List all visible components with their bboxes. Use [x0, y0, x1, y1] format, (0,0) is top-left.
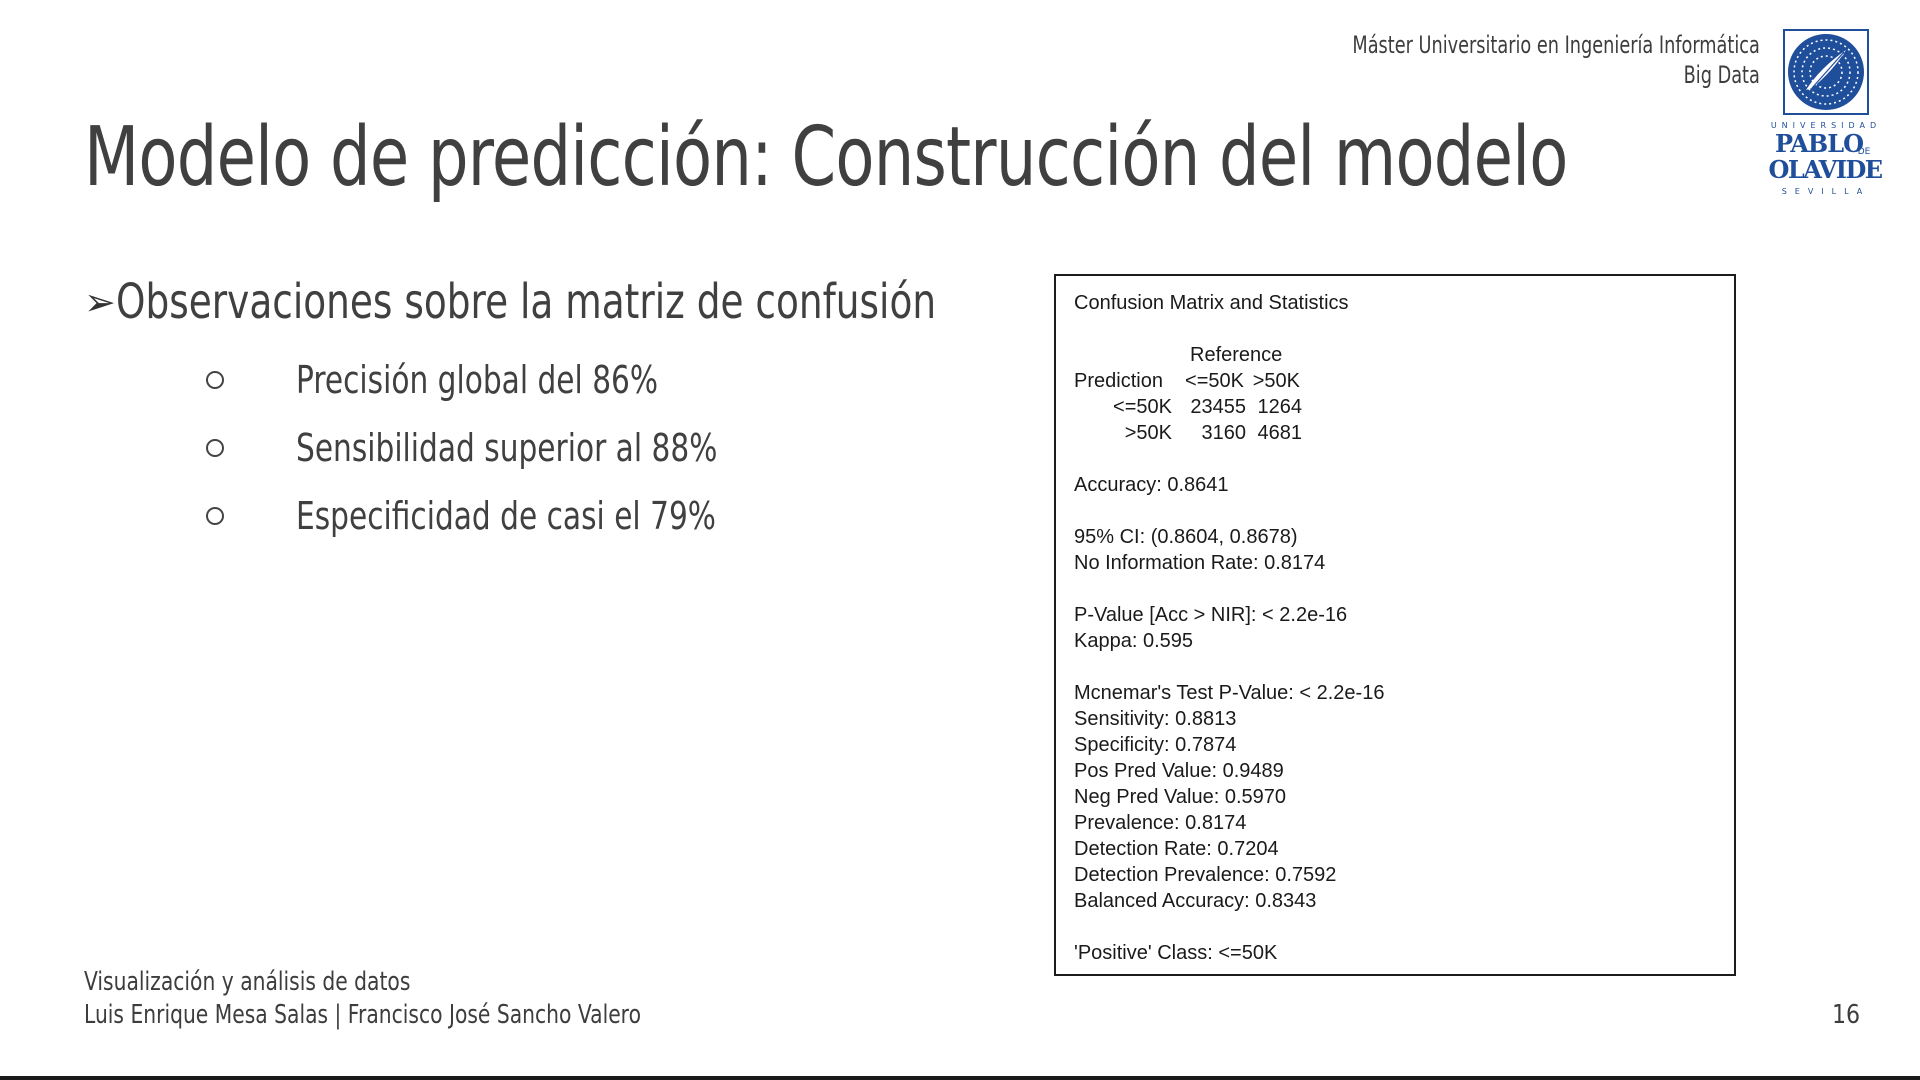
- university-logo: UNIVERSIDAD PABLO DE OLAVIDE SEVILLA: [1768, 29, 1884, 196]
- cm-cell: 3160: [1201, 422, 1247, 444]
- cm-pos-pred: Pos Pred Value: 0.9489: [1074, 760, 1284, 782]
- cm-balanced-accuracy: Balanced Accuracy: 0.8343: [1074, 890, 1317, 912]
- arrowhead-bullet-icon: ➢: [84, 280, 116, 324]
- cm-row-label: <=50K: [1113, 396, 1172, 418]
- logo-name-line1: PABLO: [1775, 129, 1863, 158]
- confusion-matrix-table: Reference Prediction <=50K >50K <=50K 23…: [1074, 342, 1734, 446]
- confusion-matrix-output: Confusion Matrix and Statistics Referenc…: [1054, 274, 1736, 976]
- logo-bottom-text: SEVILLA: [1782, 187, 1871, 196]
- program-header: Máster Universitario en Ingeniería Infor…: [1353, 30, 1760, 90]
- program-name: Máster Universitario en Ingeniería Infor…: [1352, 31, 1760, 59]
- cm-cell: 23455: [1190, 396, 1246, 418]
- page-number: 16: [1831, 1000, 1860, 1030]
- cm-cell: 4681: [1257, 422, 1303, 444]
- cm-nir: No Information Rate: 0.8174: [1074, 552, 1326, 574]
- cm-prevalence: Prevalence: 0.8174: [1074, 812, 1247, 834]
- cm-neg-pred: Neg Pred Value: 0.5970: [1074, 786, 1287, 808]
- cm-pvalue: P-Value [Acc > NIR]: < 2.2e-16: [1074, 604, 1348, 626]
- cm-sensitivity: Sensitivity: 0.8813: [1074, 708, 1237, 730]
- cm-detection-rate: Detection Rate: 0.7204: [1074, 838, 1279, 860]
- bullet-list: ➢ Observaciones sobre la matriz de confu…: [84, 270, 984, 550]
- cm-kappa: Kappa: 0.595: [1074, 630, 1193, 652]
- program-specialty: Big Data: [1683, 61, 1760, 89]
- cm-col-header: >50K: [1252, 370, 1300, 392]
- course-name: Visualización y análisis de datos: [84, 967, 411, 997]
- logo-name-line2: OLAVIDE: [1768, 155, 1882, 184]
- authors: Luis Enrique Mesa Salas | Francisco José…: [84, 1000, 641, 1030]
- slide-title: Modelo de predicción: Construcción del m…: [84, 110, 1568, 205]
- hollow-circle-bullet-icon: [206, 507, 224, 525]
- sub-bullet-list: Precisión global del 86% Sensibilidad su…: [84, 346, 984, 550]
- cm-specificity: Specificity: 0.7874: [1074, 734, 1237, 756]
- logo-top-text: UNIVERSIDAD: [1771, 121, 1881, 130]
- cm-data-row: >50K 3160 4681: [1074, 420, 1734, 446]
- sub-bullet-text: Precisión global del 86%: [296, 358, 659, 402]
- cm-prediction-label: Prediction: [1074, 370, 1163, 392]
- footer: Visualización y análisis de datos Luis E…: [84, 966, 641, 1032]
- sub-bullet: Precisión global del 86%: [202, 346, 984, 414]
- sub-bullet-text: Especificidad de casi el 79%: [296, 494, 716, 538]
- hollow-circle-bullet-icon: [206, 439, 224, 457]
- cm-row-label: >50K: [1124, 422, 1172, 444]
- cm-cell: 1264: [1257, 396, 1303, 418]
- main-bullet: ➢ Observaciones sobre la matriz de confu…: [84, 270, 984, 334]
- cm-data-row: <=50K 23455 1264: [1074, 394, 1734, 420]
- cm-heading: Confusion Matrix and Statistics: [1074, 292, 1349, 314]
- cm-reference-label: Reference: [1190, 344, 1283, 366]
- cm-mcnemar: Mcnemar's Test P-Value: < 2.2e-16: [1074, 682, 1385, 704]
- cm-positive-class: 'Positive' Class: <=50K: [1074, 942, 1278, 964]
- logo-emblem-icon: [1783, 29, 1869, 115]
- main-bullet-text: Observaciones sobre la matriz de confusi…: [115, 274, 936, 330]
- sub-bullet: Especificidad de casi el 79%: [202, 482, 984, 550]
- hollow-circle-bullet-icon: [206, 371, 224, 389]
- cm-header-row: Prediction <=50K >50K: [1074, 368, 1734, 394]
- cm-col-header: <=50K: [1185, 370, 1244, 392]
- sub-bullet-text: Sensibilidad superior al 88%: [296, 426, 718, 470]
- bottom-divider: [0, 1076, 1920, 1080]
- cm-ci: 95% CI: (0.8604, 0.8678): [1074, 526, 1298, 548]
- sub-bullet: Sensibilidad superior al 88%: [202, 414, 984, 482]
- logo-name-de: DE: [1858, 147, 1871, 157]
- cm-accuracy: Accuracy: 0.8641: [1074, 474, 1229, 496]
- cm-detection-prevalence: Detection Prevalence: 0.7592: [1074, 864, 1337, 886]
